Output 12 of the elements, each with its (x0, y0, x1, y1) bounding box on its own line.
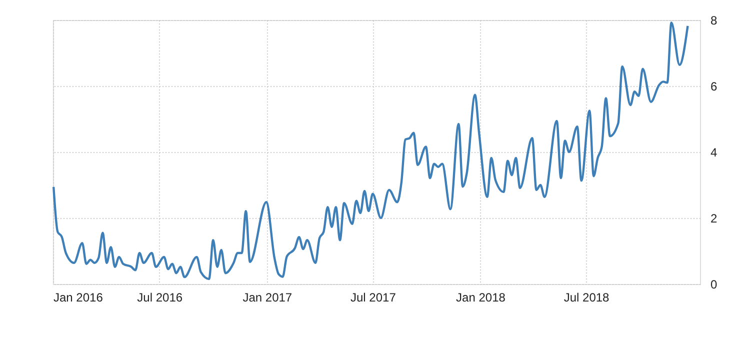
y-tick-label: 4 (710, 146, 718, 160)
x-tick-label: Jan 2017 (242, 290, 292, 304)
x-tick-label: Jul 2018 (564, 290, 610, 304)
x-tick-label: Jul 2017 (350, 290, 396, 304)
y-tick-label: 6 (710, 80, 718, 94)
line-series (52, 22, 689, 280)
x-tick-label: Jul 2016 (137, 290, 183, 304)
y-tick-label: 2 (710, 212, 718, 226)
x-tick-label: Jan 2016 (54, 290, 104, 304)
y-tick-label: 0 (710, 278, 718, 292)
y-tick-label: 8 (710, 14, 718, 28)
x-tick-label: Jan 2018 (456, 290, 506, 304)
